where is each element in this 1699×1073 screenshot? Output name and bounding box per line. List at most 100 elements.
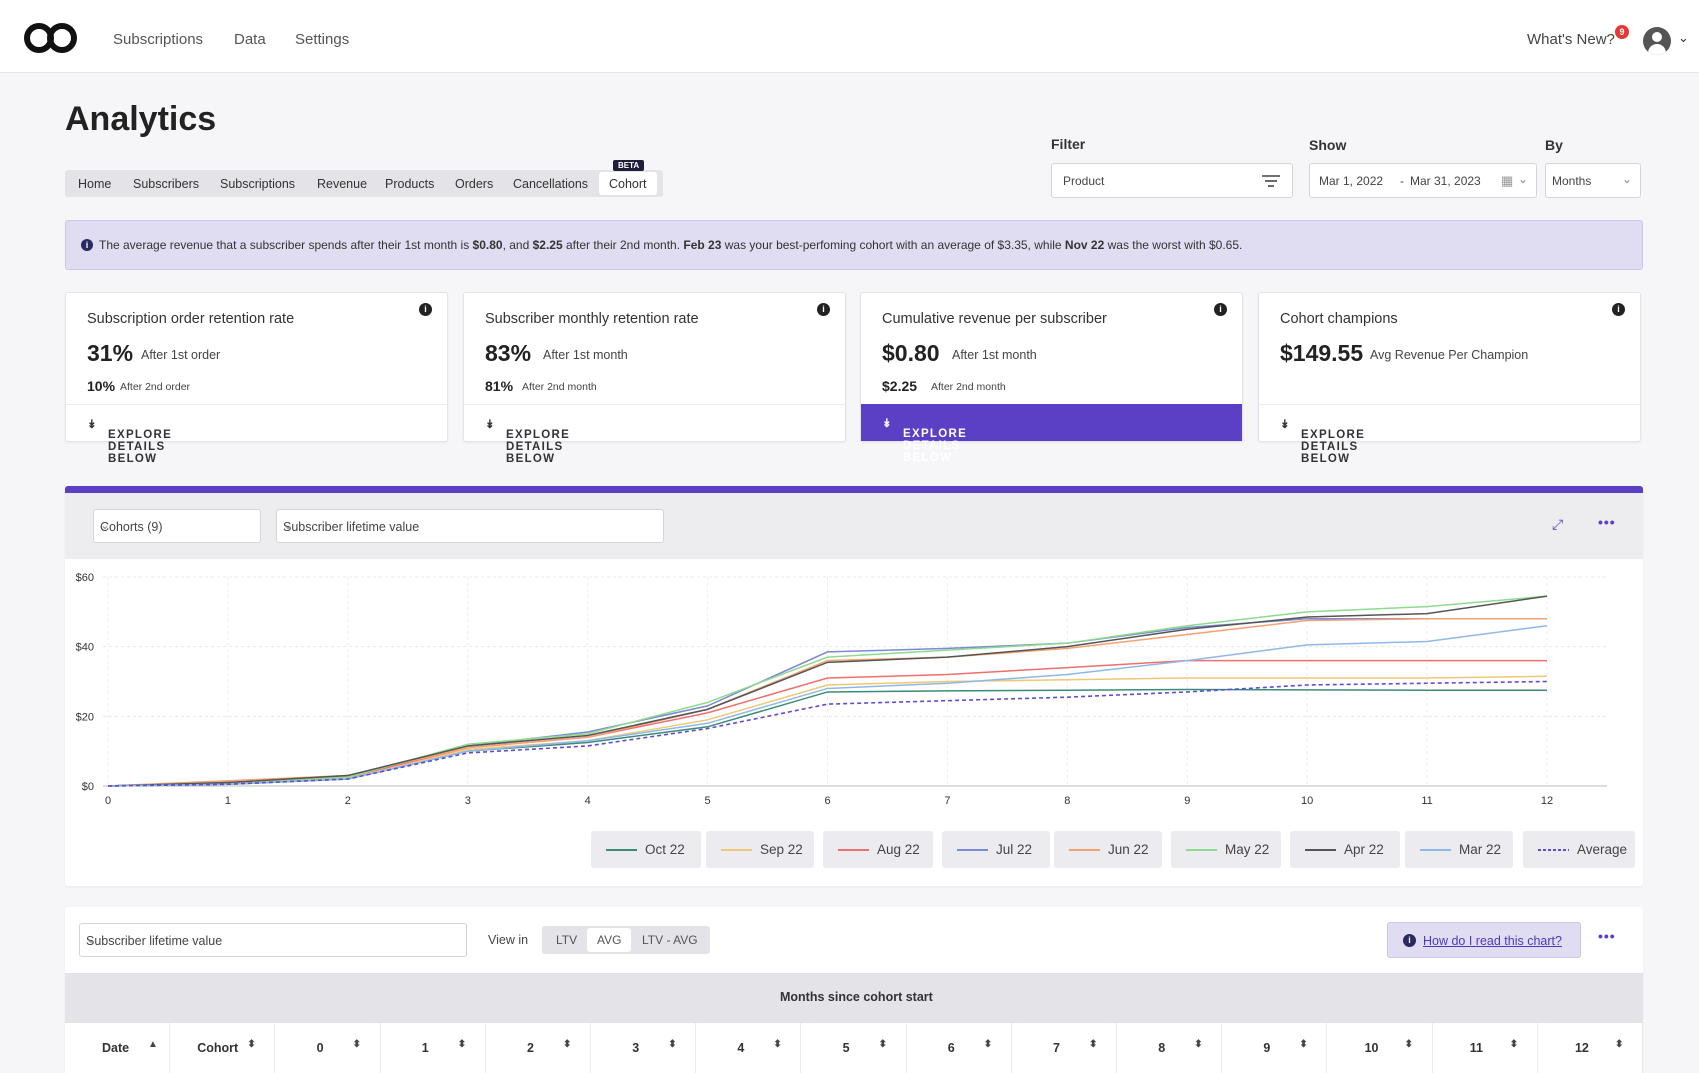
chart-metric-select[interactable]: Subscriber lifetime value ⌄: [276, 509, 664, 543]
date-separator: -: [1400, 174, 1404, 188]
column-header-6[interactable]: 6 ⬍: [907, 1023, 1012, 1073]
sort-icon[interactable]: ⬍: [247, 1039, 256, 1050]
sort-icon[interactable]: ⬍: [1509, 1039, 1519, 1050]
legend-item-aug-22[interactable]: Aug 22: [823, 831, 933, 868]
column-header-2[interactable]: 2 ⬍: [486, 1023, 591, 1073]
view-ltv-option[interactable]: LTV: [556, 933, 578, 947]
column-header-3[interactable]: 3 ⬍: [591, 1023, 697, 1073]
card-title: Cumulative revenue per subscriber: [882, 311, 1107, 327]
sort-icon[interactable]: ⬍: [773, 1039, 782, 1050]
tab-cohort[interactable]: Cohort: [599, 172, 657, 195]
explore-details-button[interactable]: EXPLORE DETAILS BELOW ↡: [66, 404, 447, 465]
column-header-9[interactable]: 9 ⬍: [1222, 1023, 1328, 1073]
legend-item-average[interactable]: Average: [1523, 831, 1635, 868]
column-header-cohort[interactable]: Cohort ⬍: [170, 1023, 276, 1073]
explore-details-button[interactable]: EXPLORE DETAILS BELOW ↡: [464, 404, 845, 465]
legend-item-jul-22[interactable]: Jul 22: [942, 831, 1050, 868]
sort-icon[interactable]: ⬍: [878, 1039, 887, 1050]
sort-icon[interactable]: ⬍: [1194, 1039, 1203, 1050]
product-filter-select[interactable]: Product: [1051, 163, 1293, 198]
column-header-label: 10: [1364, 1041, 1379, 1055]
sort-icon[interactable]: ⬍: [1299, 1039, 1308, 1050]
cohort-chart-panel: Cohorts (9) ⌄ Subscriber lifetime value ⌄ …: [65, 486, 1643, 886]
help-link[interactable]: How do I read this chart?: [1423, 934, 1562, 948]
legend-item-jun-22[interactable]: Jun 22: [1054, 831, 1162, 868]
column-header-date[interactable]: Date ▲: [65, 1023, 171, 1073]
help-read-chart-button[interactable]: i How do I read this chart?: [1387, 922, 1581, 958]
notification-badge: 9: [1615, 25, 1629, 39]
nav-subscriptions[interactable]: Subscriptions: [113, 31, 204, 48]
column-header-7[interactable]: 7 ⬍: [1012, 1023, 1117, 1073]
nav-data[interactable]: Data: [234, 31, 266, 48]
legend-item-sep-22[interactable]: Sep 22: [706, 831, 814, 868]
legend-label: Jun 22: [1108, 842, 1149, 857]
sort-icon[interactable]: ⬍: [668, 1039, 677, 1050]
tab-subscribers[interactable]: Subscribers: [133, 177, 199, 191]
sort-icon[interactable]: ▲: [148, 1039, 158, 1050]
explore-details-button[interactable]: EXPLORE DETAILS BELOW ↡: [861, 404, 1242, 464]
panel-accent-bar: [65, 486, 1643, 493]
chevron-down-icon: ⌄: [86, 932, 97, 946]
legend-item-mar-22[interactable]: Mar 22: [1405, 831, 1513, 868]
date-start: Mar 1, 2022: [1319, 174, 1384, 188]
legend-item-oct-22[interactable]: Oct 22: [591, 831, 701, 868]
tab-revenue[interactable]: Revenue: [317, 177, 368, 191]
card-title: Subscriber monthly retention rate: [485, 311, 699, 327]
view-avg-option[interactable]: AVG: [587, 928, 632, 952]
chevron-down-icon[interactable]: ⌄: [1678, 30, 1689, 45]
months-header-band: Months since cohort start: [65, 973, 1643, 1023]
view-ltv-minus-avg-option[interactable]: LTV - AVG: [642, 933, 698, 947]
card-main-value: 31%: [87, 340, 134, 366]
sort-icon[interactable]: ⬍: [983, 1039, 993, 1050]
info-icon: i: [81, 239, 93, 251]
column-header-label: 1: [421, 1041, 429, 1055]
sort-icon[interactable]: ⬍: [1614, 1039, 1624, 1050]
tab-cancellations[interactable]: Cancellations: [513, 177, 589, 191]
tab-subscriptions[interactable]: Subscriptions: [220, 177, 296, 191]
column-header-4[interactable]: 4 ⬍: [696, 1023, 802, 1073]
legend-swatch: [1186, 849, 1217, 851]
info-icon[interactable]: i: [419, 303, 432, 316]
info-icon[interactable]: i: [817, 303, 830, 316]
column-header-10[interactable]: 10 ⬍: [1327, 1023, 1433, 1073]
chevron-down-icon: ⌄: [283, 518, 294, 532]
user-avatar-icon[interactable]: [1643, 27, 1671, 55]
explore-details-button[interactable]: EXPLORE DETAILS BELOW ↡: [1259, 404, 1640, 465]
chevron-down-icon: ⌄: [1518, 172, 1529, 186]
tab-products[interactable]: Products: [385, 177, 435, 191]
column-header-11[interactable]: 11 ⬍: [1433, 1023, 1538, 1073]
column-header-1[interactable]: 1 ⬍: [381, 1023, 486, 1073]
info-icon[interactable]: i: [1214, 303, 1227, 316]
more-options-icon[interactable]: •••: [1598, 928, 1616, 944]
sort-icon[interactable]: ⬍: [562, 1039, 572, 1050]
tab-orders[interactable]: Orders: [455, 177, 494, 191]
table-metric-select[interactable]: Subscriber lifetime value ⌄: [79, 923, 467, 957]
legend-swatch: [606, 849, 637, 851]
brand-logo-icon[interactable]: [22, 20, 80, 56]
column-header-0[interactable]: 0 ⬍: [275, 1023, 381, 1073]
sort-icon[interactable]: ⬍: [1404, 1039, 1413, 1050]
column-header-12[interactable]: 12 ⬍: [1538, 1023, 1643, 1073]
sort-icon[interactable]: ⬍: [1088, 1039, 1098, 1050]
legend-label: May 22: [1225, 842, 1270, 857]
column-header-label: 11: [1469, 1041, 1483, 1055]
tab-home[interactable]: Home: [78, 177, 112, 191]
nav-settings[interactable]: Settings: [295, 31, 350, 48]
info-icon[interactable]: i: [1612, 303, 1625, 316]
y-tick-label: $0: [82, 781, 94, 793]
date-range-picker[interactable]: Mar 1, 2022 - Mar 31, 2023 ▦ ⌄: [1309, 163, 1537, 198]
column-header-8[interactable]: 8 ⬍: [1117, 1023, 1223, 1073]
whats-new-link[interactable]: What's New?: [1527, 31, 1615, 48]
period-select[interactable]: Months ⌄: [1545, 163, 1641, 198]
column-header-5[interactable]: 5 ⬍: [801, 1023, 907, 1073]
legend-item-may-22[interactable]: May 22: [1171, 831, 1281, 868]
more-options-icon[interactable]: •••: [1598, 514, 1616, 530]
sort-icon[interactable]: ⬍: [457, 1039, 467, 1050]
legend-swatch: [1538, 849, 1569, 851]
column-header-label: Date: [102, 1041, 130, 1055]
column-header-label: 4: [737, 1041, 745, 1055]
cohorts-select[interactable]: Cohorts (9) ⌄: [93, 509, 261, 543]
sort-icon[interactable]: ⬍: [352, 1039, 361, 1050]
expand-icon[interactable]: ⤢: [1552, 516, 1564, 532]
legend-item-apr-22[interactable]: Apr 22: [1290, 831, 1400, 868]
